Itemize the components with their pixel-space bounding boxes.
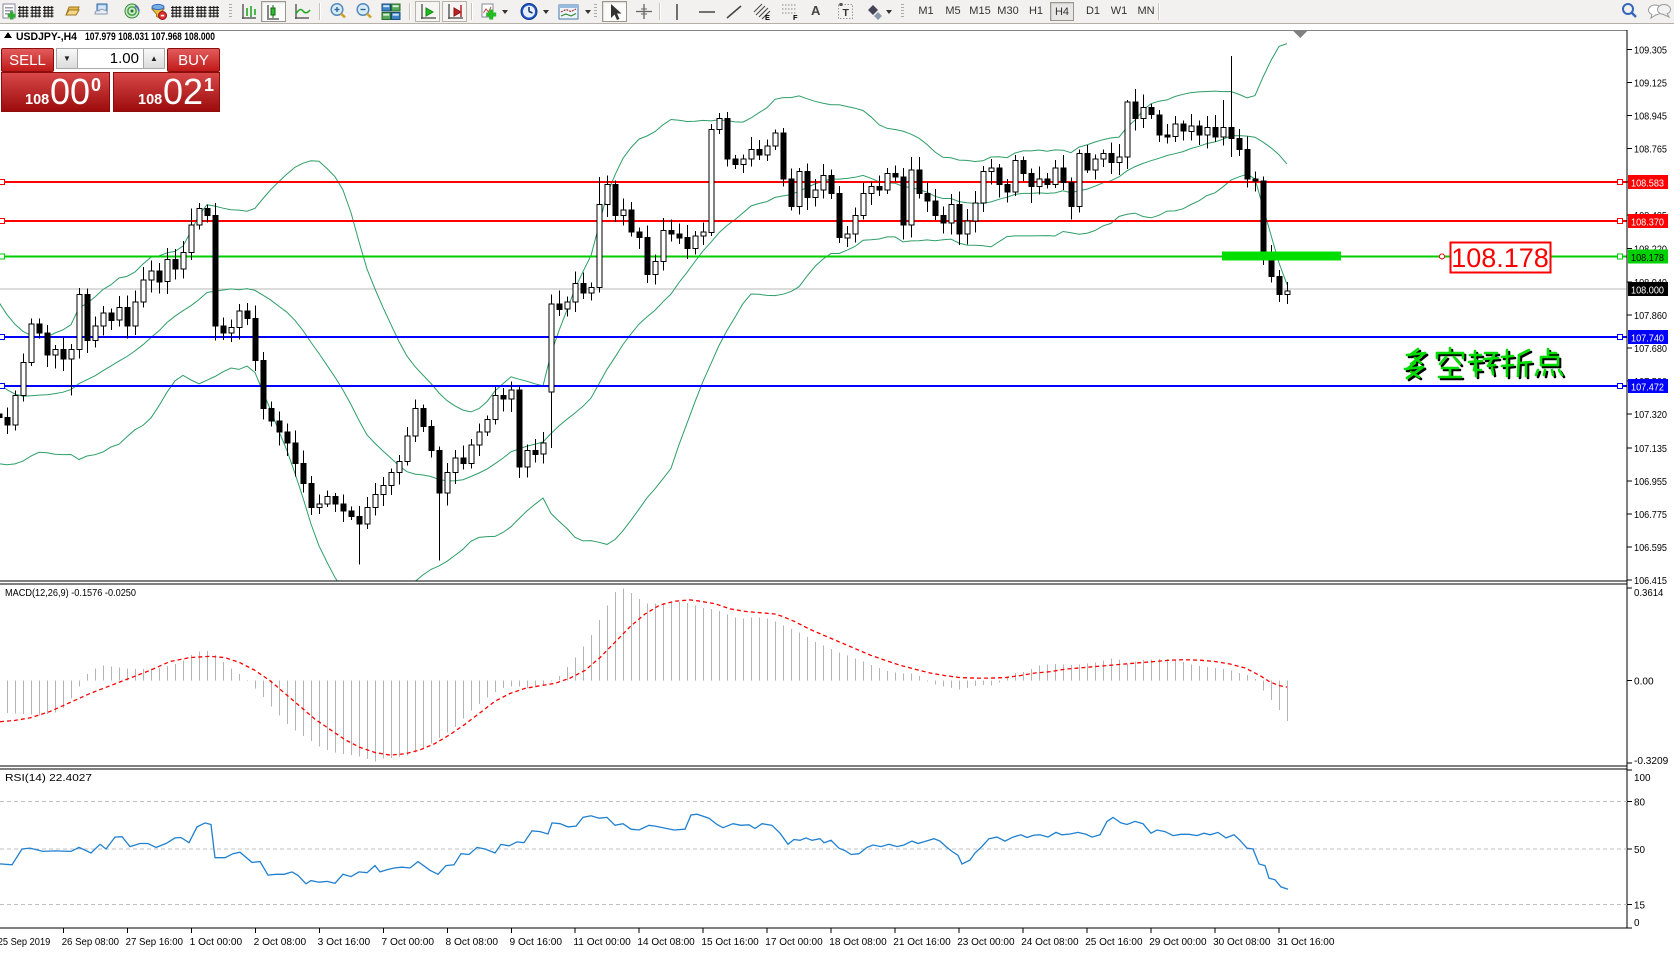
svg-text:15 Oct 16:00: 15 Oct 16:00 — [701, 936, 759, 948]
svg-text:21 Oct 16:00: 21 Oct 16:00 — [893, 936, 951, 948]
svg-text:107.320: 107.320 — [1634, 409, 1667, 421]
svg-text:15: 15 — [1634, 899, 1645, 911]
svg-text:E: E — [765, 13, 770, 22]
svg-text:108.178: 108.178 — [1631, 252, 1664, 264]
svg-text:25 Sep 2019: 25 Sep 2019 — [0, 936, 50, 948]
svg-text:11 Oct 00:00: 11 Oct 00:00 — [573, 936, 631, 948]
svg-text:T: T — [843, 7, 850, 19]
svg-text:29 Oct 00:00: 29 Oct 00:00 — [1149, 936, 1207, 948]
svg-text:MACD(12,26,9) -0.1576 -0.0250: MACD(12,26,9) -0.1576 -0.0250 — [5, 587, 136, 599]
svg-text:2 Oct 08:00: 2 Oct 08:00 — [254, 936, 307, 948]
svg-text:107.680: 107.680 — [1634, 343, 1667, 355]
svg-text:30 Oct 08:00: 30 Oct 08:00 — [1213, 936, 1271, 948]
svg-text:8 Oct 08:00: 8 Oct 08:00 — [446, 936, 499, 948]
svg-text:7 Oct 00:00: 7 Oct 00:00 — [382, 936, 435, 948]
svg-text:17 Oct 00:00: 17 Oct 00:00 — [765, 936, 823, 948]
svg-text:108.583: 108.583 — [1631, 178, 1664, 190]
svg-text:0.3614: 0.3614 — [1634, 587, 1664, 599]
svg-text:107.860: 107.860 — [1634, 310, 1667, 322]
svg-text:9 Oct 16:00: 9 Oct 16:00 — [510, 936, 563, 948]
svg-text:107.740: 107.740 — [1631, 332, 1664, 344]
svg-text:25 Oct 16:00: 25 Oct 16:00 — [1085, 936, 1143, 948]
svg-text:USDJPY-,H4: USDJPY-,H4 — [16, 31, 78, 43]
svg-text:109.305: 109.305 — [1634, 45, 1667, 57]
svg-text:109.125: 109.125 — [1634, 78, 1667, 90]
svg-text:18 Oct 08:00: 18 Oct 08:00 — [829, 936, 887, 948]
svg-text:108.945: 108.945 — [1634, 111, 1667, 123]
svg-text:0.00: 0.00 — [1634, 676, 1654, 688]
svg-text:108.000: 108.000 — [1631, 285, 1664, 297]
svg-text:107.135: 107.135 — [1634, 443, 1667, 455]
svg-text:31 Oct 16:00: 31 Oct 16:00 — [1277, 936, 1335, 948]
svg-text:80: 80 — [1634, 797, 1645, 809]
svg-text:106.775: 106.775 — [1634, 509, 1667, 521]
svg-text:106.955: 106.955 — [1634, 476, 1667, 488]
svg-text:3 Oct 16:00: 3 Oct 16:00 — [318, 936, 371, 948]
svg-text:24 Oct 08:00: 24 Oct 08:00 — [1021, 936, 1079, 948]
svg-text:107.472: 107.472 — [1631, 382, 1664, 394]
svg-text:0: 0 — [1634, 917, 1640, 929]
svg-text:1 Oct 00:00: 1 Oct 00:00 — [190, 936, 243, 948]
svg-text:27 Sep 16:00: 27 Sep 16:00 — [126, 936, 183, 948]
svg-text:-0.3209: -0.3209 — [1634, 755, 1668, 767]
svg-text:F: F — [793, 13, 798, 22]
svg-text:50: 50 — [1634, 844, 1645, 856]
svg-text:14 Oct 08:00: 14 Oct 08:00 — [637, 936, 695, 948]
svg-text:108.370: 108.370 — [1631, 217, 1664, 229]
svg-text:108.765: 108.765 — [1634, 144, 1667, 156]
svg-text:23 Oct 00:00: 23 Oct 00:00 — [957, 936, 1015, 948]
svg-text:26 Sep 08:00: 26 Sep 08:00 — [62, 936, 119, 948]
svg-text:100: 100 — [1634, 772, 1651, 784]
svg-text:RSI(14) 22.4027: RSI(14) 22.4027 — [5, 772, 92, 784]
svg-text:107.979 108.031 107.968 108.00: 107.979 108.031 107.968 108.000 — [85, 31, 215, 43]
svg-text:106.415: 106.415 — [1634, 575, 1667, 587]
svg-text:106.595: 106.595 — [1634, 542, 1667, 554]
svg-text:108.178: 108.178 — [1451, 243, 1549, 273]
